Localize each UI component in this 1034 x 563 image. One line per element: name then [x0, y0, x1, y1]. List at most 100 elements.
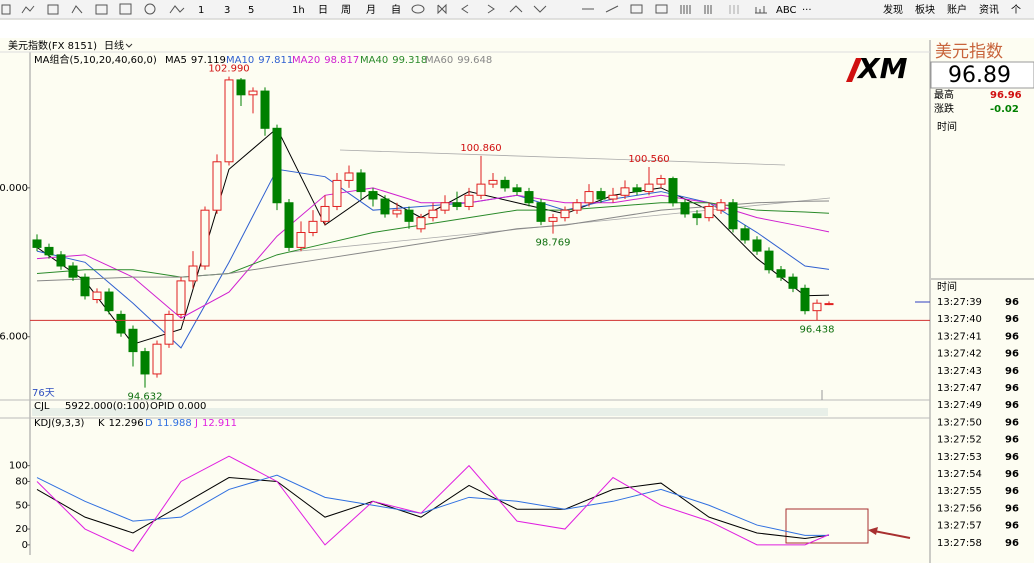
icon[interactable] — [509, 5, 523, 13]
tick-time: 13:27:39 — [937, 297, 982, 308]
candle-body — [104, 291, 114, 312]
kdj-line — [36, 455, 830, 552]
candle-body — [416, 217, 426, 230]
period[interactable]: 日线 — [104, 39, 124, 52]
icon[interactable] — [144, 3, 156, 15]
toolbar-item[interactable]: 1h — [292, 5, 305, 16]
price-box — [930, 61, 1034, 89]
candle-body — [536, 202, 546, 222]
legend-name: J — [194, 418, 198, 429]
candle-body — [68, 265, 78, 278]
quote-price: 96.89 — [948, 63, 1011, 88]
logo-text: XM — [856, 52, 908, 85]
high-label: 最高 — [934, 88, 954, 101]
y-tick-label: 80 — [15, 476, 28, 487]
legend-value: 97.811 — [258, 55, 293, 66]
legend-value: 12.296 — [109, 418, 144, 429]
icon[interactable] — [755, 6, 767, 14]
kdj-title[interactable]: KDJ(9,3,3) — [34, 418, 85, 429]
symbol[interactable]: 美元指数(FX 8151) — [8, 39, 97, 52]
icon[interactable] — [729, 5, 739, 14]
icon[interactable] — [119, 3, 132, 15]
menu-item[interactable]: 个 — [1011, 4, 1021, 16]
dropdown-caret[interactable] — [125, 43, 133, 48]
toolbar-item[interactable]: 自 — [391, 3, 401, 16]
candle-body — [740, 228, 750, 241]
candle-body — [704, 205, 714, 219]
toolbar-item[interactable]: ··· — [802, 5, 812, 16]
candle-body — [176, 280, 186, 315]
candle-body — [788, 276, 798, 289]
icon[interactable] — [437, 3, 447, 15]
icon[interactable] — [169, 5, 185, 14]
tick-price: 96 — [1005, 383, 1019, 394]
menu-item[interactable]: 板块 — [915, 3, 935, 16]
tick-price: 96 — [1005, 503, 1019, 514]
tick-time: 13:27:55 — [937, 486, 982, 497]
tick-time: 13:27:54 — [937, 469, 982, 480]
icon[interactable] — [487, 4, 495, 14]
toolbar-item[interactable]: 周 — [341, 4, 351, 16]
candle-body — [824, 303, 834, 306]
toolbar-item[interactable]: 5 — [248, 5, 254, 16]
icon[interactable] — [1, 4, 11, 15]
toolbar-item[interactable]: ABC — [776, 5, 797, 16]
candle-body — [692, 213, 702, 219]
logo: XM — [846, 52, 908, 85]
legend-name: K — [98, 418, 105, 429]
tick-price: 96 — [1005, 297, 1019, 308]
legend-value: 99.318 — [392, 55, 427, 66]
price-annotation: 100.860 — [460, 143, 501, 154]
icon[interactable] — [704, 5, 712, 14]
menu-item[interactable]: 资讯 — [979, 4, 999, 16]
candle-body — [680, 202, 690, 215]
icon[interactable] — [461, 4, 469, 14]
menu-item[interactable]: 账户 — [947, 3, 967, 16]
candle-body — [728, 202, 738, 230]
ma-line — [36, 127, 830, 345]
candle-body — [308, 220, 318, 234]
icon[interactable] — [411, 4, 425, 14]
tick-time: 13:27:58 — [937, 538, 982, 549]
legend-entry: K 12.296 — [98, 418, 144, 429]
icon[interactable] — [655, 4, 668, 14]
icon[interactable] — [71, 5, 83, 14]
toolbar-icons — [1, 3, 767, 15]
trend-line — [339, 149, 786, 166]
y-tick-label: 6.000 — [0, 332, 28, 343]
candle-body — [188, 265, 198, 282]
tick-time: 13:27:49 — [937, 400, 982, 411]
toolbar-item[interactable]: 3 — [224, 5, 230, 16]
tick-price: 96 — [1005, 417, 1019, 428]
icon[interactable] — [95, 4, 108, 15]
toolbar — [0, 0, 1034, 19]
candle-body — [584, 191, 594, 204]
price-annotation: 96.438 — [800, 324, 835, 335]
icon[interactable] — [680, 5, 691, 14]
candle-body — [92, 291, 102, 301]
candle-body — [32, 239, 42, 248]
candle-body — [548, 217, 558, 222]
high-value: 96.96 — [990, 90, 1022, 101]
legend-entry: MA10 97.811 — [226, 55, 293, 66]
icon[interactable] — [605, 5, 619, 13]
icon[interactable] — [630, 4, 643, 14]
candle-body — [116, 313, 126, 334]
toolbar-item[interactable]: 1 — [198, 5, 204, 16]
price-annotation: 102.990 — [208, 64, 249, 75]
candle-body — [512, 187, 522, 193]
menu-item[interactable]: 发现 — [883, 3, 903, 16]
candle-body — [596, 191, 606, 200]
legend-entry: J 12.911 — [194, 418, 237, 429]
candle-body — [140, 351, 150, 375]
indicator-name[interactable]: MA组合(5,10,20,40,60,0) — [34, 53, 157, 66]
legend-name: MA10 — [226, 55, 254, 66]
icon[interactable] — [533, 5, 547, 13]
legend-entry: MA5 97.119 — [165, 55, 226, 66]
candle-body — [812, 302, 822, 312]
icon[interactable] — [47, 4, 59, 15]
toolbar-item[interactable]: 日 — [318, 5, 328, 16]
tick-price: 96 — [1005, 331, 1019, 342]
icon[interactable] — [21, 5, 35, 14]
toolbar-item[interactable]: 月 — [366, 4, 376, 16]
